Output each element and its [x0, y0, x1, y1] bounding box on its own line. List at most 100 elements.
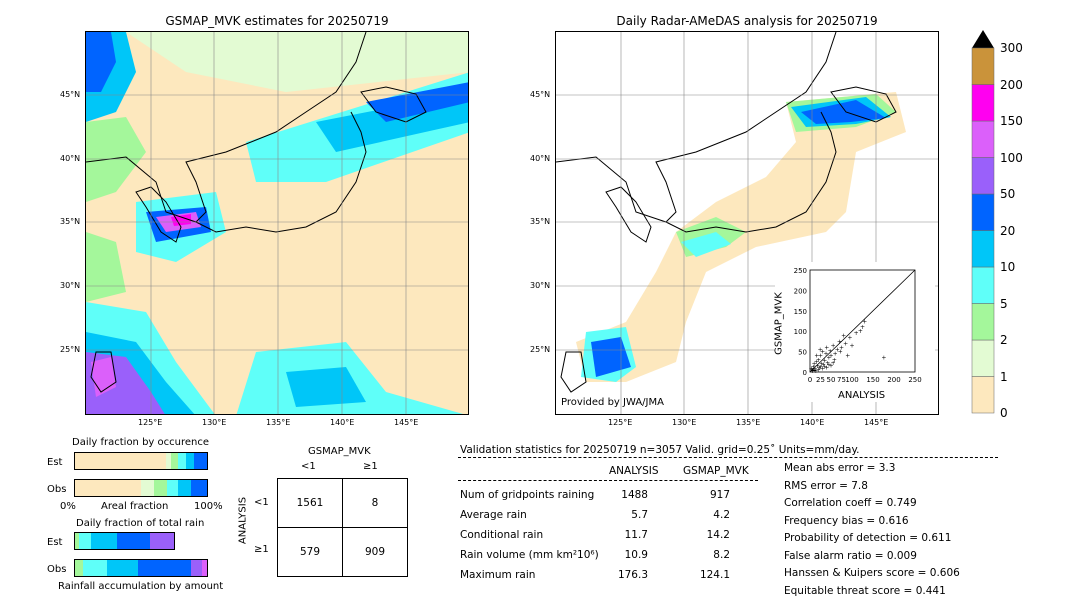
occurrence-axis-mid: Areal fraction — [101, 501, 169, 512]
validation-row-label: Average rain — [460, 509, 527, 521]
scatter-point: + — [818, 347, 823, 354]
scatter-ytick-label: 0 — [803, 369, 807, 377]
left-lon-145: 145°E — [394, 418, 419, 427]
right-lon-130: 130°E — [672, 418, 697, 427]
colorbar-overflow-arrow — [972, 30, 994, 48]
validation-row-analysis: 1488 — [621, 489, 648, 501]
occurrence-axis-right: 100% — [194, 501, 223, 512]
scatter-xtick-label: 100 — [845, 376, 858, 384]
validation-score: Equitable threat score = 0.441 — [784, 584, 946, 597]
right-lat-35: 35°N — [530, 217, 551, 226]
scatter-point: + — [833, 351, 838, 358]
scatter-point: + — [817, 365, 822, 372]
scatter-ytick-label: 100 — [794, 328, 807, 336]
colorbar-level-label: 150 — [1000, 114, 1023, 128]
colorbar — [962, 28, 1022, 420]
scatter-point: + — [838, 349, 843, 356]
total-rain-obs-bar — [74, 559, 208, 577]
scatter-point: + — [841, 332, 846, 339]
left-lon-135: 135°E — [266, 418, 291, 427]
scatter-point: + — [832, 357, 837, 364]
contingency-cell-c: 579 — [277, 527, 343, 577]
scatter-point: + — [837, 338, 842, 345]
scatter-point: + — [824, 345, 829, 352]
contingency-col-ge: ≥1 — [363, 461, 378, 472]
validation-col-gsmap: GSMAP_MVK — [683, 465, 749, 477]
occurrence-est-bar — [74, 452, 208, 470]
scatter-point: + — [845, 353, 850, 360]
colorbar-swatch — [971, 120, 995, 158]
scatter-point: + — [825, 360, 830, 367]
validation-score: Correlation coeff = 0.749 — [784, 497, 917, 509]
colorbar-swatch — [971, 303, 995, 341]
right-map-title: Daily Radar-AMeDAS analysis for 20250719 — [616, 14, 878, 28]
colorbar-swatch — [971, 157, 995, 195]
validation-header: Validation statistics for 20250719 n=305… — [460, 444, 860, 456]
scatter-point: + — [828, 353, 833, 360]
occurrence-est-label: Est — [47, 457, 63, 468]
scatter-xtick-label: 50 — [827, 376, 836, 384]
colorbar-level-label: 0 — [1000, 406, 1008, 420]
right-lat-25: 25°N — [530, 345, 551, 354]
total-rain-obs-label: Obs — [47, 564, 67, 575]
colorbar-swatch — [971, 339, 995, 377]
right-lat-40: 40°N — [530, 154, 551, 163]
validation-score: Hanssen & Kuipers score = 0.606 — [784, 567, 960, 579]
left-map — [85, 31, 469, 415]
validation-row-gsmap: 8.2 — [713, 549, 730, 561]
validation-row-gsmap: 4.2 — [713, 509, 730, 521]
total-rain-est-bar — [74, 532, 175, 550]
colorbar-swatch — [971, 230, 995, 268]
scatter-point: + — [831, 342, 836, 349]
validation-row-analysis: 5.7 — [631, 509, 648, 521]
left-lat-45: 45°N — [60, 90, 81, 99]
scatter-point: + — [839, 345, 844, 352]
scatter-point: + — [815, 363, 820, 370]
scatter-point: + — [819, 361, 824, 368]
validation-row-gsmap: 917 — [709, 489, 730, 501]
colorbar-level-label: 2 — [1000, 333, 1008, 347]
scatter-point: + — [828, 362, 833, 369]
scatter-plot: ++++++++++++++++++++++++++++++++ ++++++++… — [794, 267, 922, 384]
validation-header-rule — [458, 457, 998, 458]
colorbar-swatch — [971, 193, 995, 231]
colorbar-level-label: 300 — [1000, 41, 1023, 55]
contingency-cell-d: 909 — [342, 527, 408, 577]
left-lat-30: 30°N — [60, 281, 81, 290]
scatter-point: + — [809, 365, 814, 372]
contingency-cell-b: 8 — [342, 478, 408, 528]
occurrence-obs-label: Obs — [47, 484, 67, 495]
right-lon-140: 140°E — [800, 418, 825, 427]
scatter-point: + — [831, 360, 836, 367]
colorbar-level-label: 200 — [1000, 77, 1023, 92]
left-lat-25: 25°N — [60, 345, 81, 354]
scatter-inset: + + + + + + + + + + + + + + + + + + + + + + + + + + + + + + + + + + + + + + + +… — [775, 262, 935, 402]
scatter-xtick-label: 250 — [908, 376, 921, 384]
validation-row-gsmap: 14.2 — [706, 529, 730, 541]
validation-row-gsmap: 124.1 — [699, 569, 730, 581]
validation-row-label: Conditional rain — [460, 529, 544, 541]
scatter-point: + — [822, 358, 827, 365]
total-rain-est-label: Est — [47, 537, 63, 548]
scatter-point: + — [820, 365, 825, 372]
right-lat-45: 45°N — [530, 90, 551, 99]
scatter-point: + — [810, 368, 815, 375]
validation-row-label: Rain volume (mm km²10⁶) — [460, 549, 599, 561]
scatter-point: + — [828, 348, 833, 355]
contingency-table: 1561 8 579 909 — [277, 478, 408, 577]
scatter-point: + — [814, 359, 819, 366]
left-lon-130: 130°E — [202, 418, 227, 427]
scatter-point: + — [843, 340, 848, 347]
scatter-ytick-label: 200 — [794, 287, 807, 295]
scatter-point: + — [820, 349, 825, 356]
scatter-ytick-label: 50 — [798, 349, 807, 357]
right-lon-145: 145°E — [864, 418, 889, 427]
left-lon-140: 140°E — [330, 418, 355, 427]
scatter-xtick-label: 150 — [866, 376, 879, 384]
colorbar-level-label: 20 — [1000, 223, 1016, 238]
validation-score: Probability of detection = 0.611 — [784, 532, 952, 544]
scatter-point: + — [823, 351, 828, 358]
validation-row-analysis: 11.7 — [624, 529, 648, 541]
scatter-point: + — [826, 355, 831, 362]
contingency-row-ge: ≥1 — [254, 544, 269, 555]
